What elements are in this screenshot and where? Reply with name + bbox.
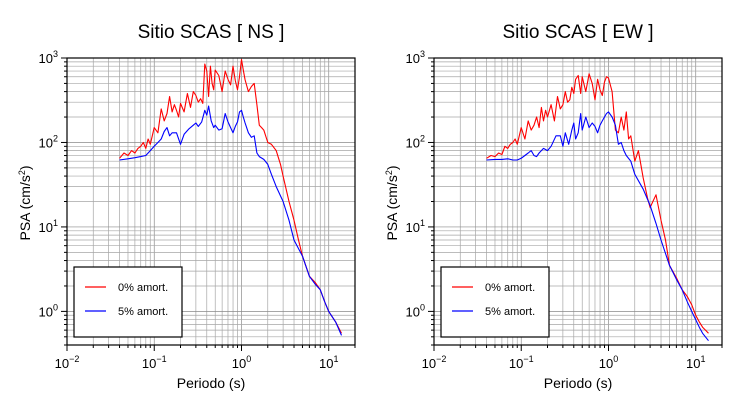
legend: 0% amort. 5% amort. (73, 266, 183, 338)
series-lines (486, 73, 709, 342)
series-line-5pct (486, 111, 709, 342)
series-line-0pct (486, 73, 709, 334)
chart-title: Sitio SCAS [ NS ] (138, 22, 285, 43)
legend-label-5pct: 5% amort. (118, 306, 168, 318)
x-tick-label: 10−1 (509, 354, 534, 371)
legend-box (73, 266, 183, 338)
chart-ns: Sitio SCAS [ NS ] Periodo (s) PSA (cm/s2… (17, 22, 356, 391)
x-tick-label: 101 (319, 354, 338, 371)
y-tick-label: 100 (39, 302, 58, 319)
y-tick-label: 103 (39, 49, 58, 66)
axis-ticks: 10−2 10−1 100 101 100 101 102 103 (39, 49, 356, 371)
y-tick-label: 102 (39, 133, 58, 150)
legend-label-0pct: 0% amort. (485, 282, 535, 294)
x-axis-label: Periodo (s) (544, 375, 612, 391)
y-tick-label: 100 (406, 302, 425, 319)
x-tick-label: 100 (599, 354, 618, 371)
x-axis-label: Periodo (s) (177, 375, 245, 391)
chart-title: Sitio SCAS [ EW ] (503, 22, 654, 43)
grid (66, 57, 356, 346)
x-tick-label: 101 (686, 354, 705, 371)
legend-label-0pct: 0% amort. (118, 282, 168, 294)
x-tick-label: 10−2 (422, 354, 447, 371)
x-tick-label: 10−2 (55, 354, 80, 371)
x-tick-label: 100 (232, 354, 251, 371)
y-axis-label: PSA (cm/s2) (384, 165, 400, 240)
axis-ticks: 10−2 10−1 100 101 100 101 102 103 (406, 49, 723, 371)
chart-ew: Sitio SCAS [ EW ] Periodo (s) PSA (cm/s2… (384, 22, 723, 391)
series-line-0pct (119, 58, 342, 334)
series-line-5pct (119, 105, 343, 336)
legend-box (440, 266, 550, 338)
x-tick-label: 10−1 (142, 354, 167, 371)
y-axis-label: PSA (cm/s2) (17, 165, 33, 240)
y-tick-label: 103 (406, 49, 425, 66)
y-tick-label: 101 (406, 218, 425, 235)
legend-label-5pct: 5% amort. (485, 306, 535, 318)
y-tick-label: 101 (39, 218, 58, 235)
legend: 0% amort. 5% amort. (440, 266, 550, 338)
series-lines (119, 58, 343, 336)
y-tick-label: 102 (406, 133, 425, 150)
